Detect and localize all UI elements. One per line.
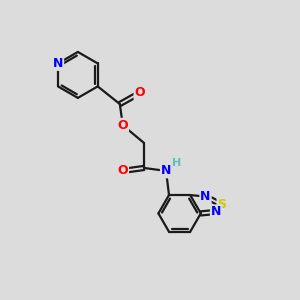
Text: O: O bbox=[118, 119, 128, 132]
Text: N: N bbox=[200, 190, 211, 203]
Text: N: N bbox=[53, 57, 63, 70]
Text: S: S bbox=[218, 198, 226, 211]
Text: H: H bbox=[172, 158, 181, 168]
Text: O: O bbox=[134, 86, 145, 99]
Text: N: N bbox=[211, 206, 221, 218]
Text: O: O bbox=[118, 164, 128, 177]
Text: N: N bbox=[161, 164, 171, 177]
